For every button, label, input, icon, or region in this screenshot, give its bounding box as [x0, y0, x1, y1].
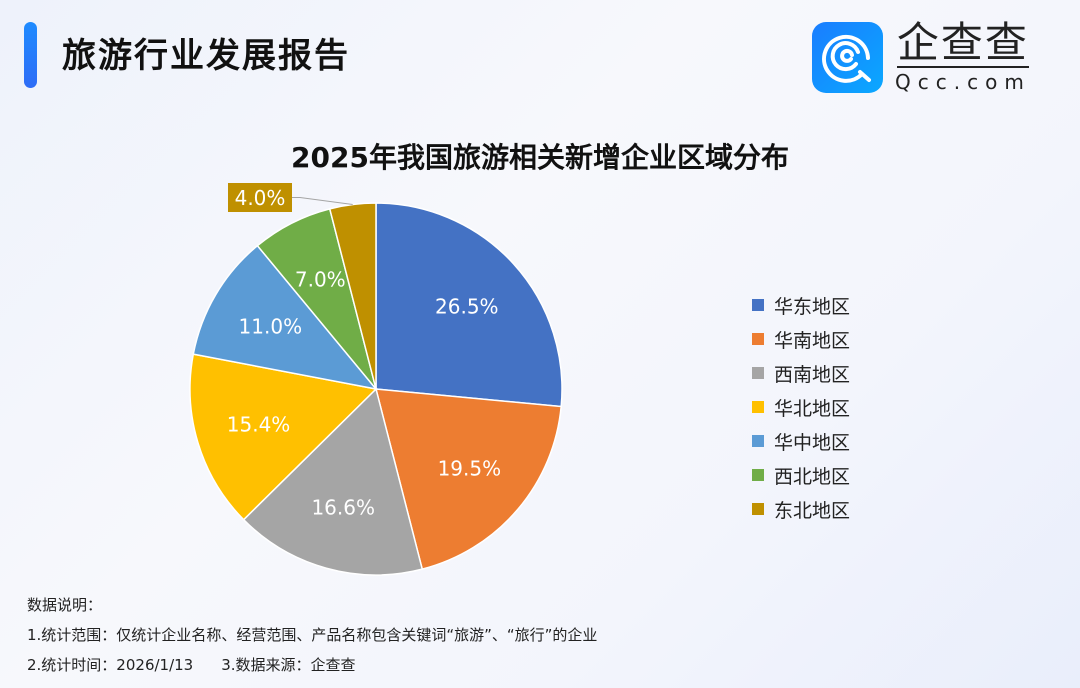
legend-label: 西南地区 — [774, 363, 851, 386]
legend-swatch — [752, 435, 764, 447]
legend-item-1: 华南地区 — [752, 322, 850, 356]
pie-label-2: 16.6% — [311, 495, 375, 519]
pie-slice-6 — [328, 202, 377, 390]
notes-scope: 1.统计范围：仅统计企业名称、经营范围、产品名称包含关键词“旅游”、“旅行”的企… — [27, 626, 598, 644]
pie-leader-line-6 — [292, 197, 353, 205]
pie-label-3: 15.4% — [227, 413, 291, 437]
legend-swatch — [752, 503, 764, 515]
chart-title: 2025年我国旅游相关新增企业区域分布 — [291, 141, 789, 174]
legend: 华东地区华南地区西南地区华北地区华中地区西北地区东北地区 — [752, 288, 850, 526]
pie-slice-0 — [375, 202, 563, 408]
pie-slice-4 — [192, 244, 378, 391]
pie-label-5: 7.0% — [295, 268, 346, 292]
legend-swatch — [752, 469, 764, 481]
pie-label-1: 19.5% — [438, 457, 502, 481]
legend-label: 东北地区 — [774, 499, 851, 522]
legend-item-0: 华东地区 — [752, 288, 850, 322]
legend-item-3: 华北地区 — [752, 390, 850, 424]
page-title: 旅游行业发展报告 — [62, 36, 350, 76]
legend-swatch — [752, 333, 764, 345]
legend-swatch — [752, 401, 764, 413]
pie-slice-3 — [189, 353, 378, 521]
logo-cn-text: 企查查 — [896, 18, 1029, 68]
legend-label: 华中地区 — [774, 431, 851, 454]
pie-label-4: 11.0% — [239, 315, 303, 339]
notes-source: 3.数据来源：企查查 — [221, 656, 356, 674]
title-accent-bar — [24, 22, 37, 88]
qcc-logo: 企查查 Qcc.com — [812, 20, 1031, 94]
pie-label-6: 4.0% — [235, 186, 286, 210]
legend-item-5: 西北地区 — [752, 458, 850, 492]
notes-date: 2.统计时间：2026/1/13 — [27, 656, 194, 674]
legend-label: 华东地区 — [774, 295, 851, 318]
pie-slice-1 — [375, 388, 562, 571]
pie-label-0: 26.5% — [435, 294, 499, 318]
legend-item-6: 东北地区 — [752, 492, 850, 526]
legend-swatch — [752, 367, 764, 379]
data-notes: 数据说明： 1.统计范围：仅统计企业名称、经营范围、产品名称包含关键词“旅游”、… — [27, 590, 597, 680]
pie-slice-2 — [242, 387, 424, 576]
legend-item-2: 西南地区 — [752, 356, 850, 390]
pie-label-box-6 — [228, 183, 292, 212]
logo-en-text: Qcc.com — [895, 70, 1031, 94]
legend-label: 西北地区 — [774, 465, 851, 488]
legend-item-4: 华中地区 — [752, 424, 850, 458]
qcc-logo-icon — [812, 21, 883, 93]
notes-heading: 数据说明： — [27, 596, 103, 614]
legend-swatch — [752, 299, 764, 311]
legend-label: 华北地区 — [774, 397, 851, 420]
legend-label: 华南地区 — [774, 329, 851, 352]
